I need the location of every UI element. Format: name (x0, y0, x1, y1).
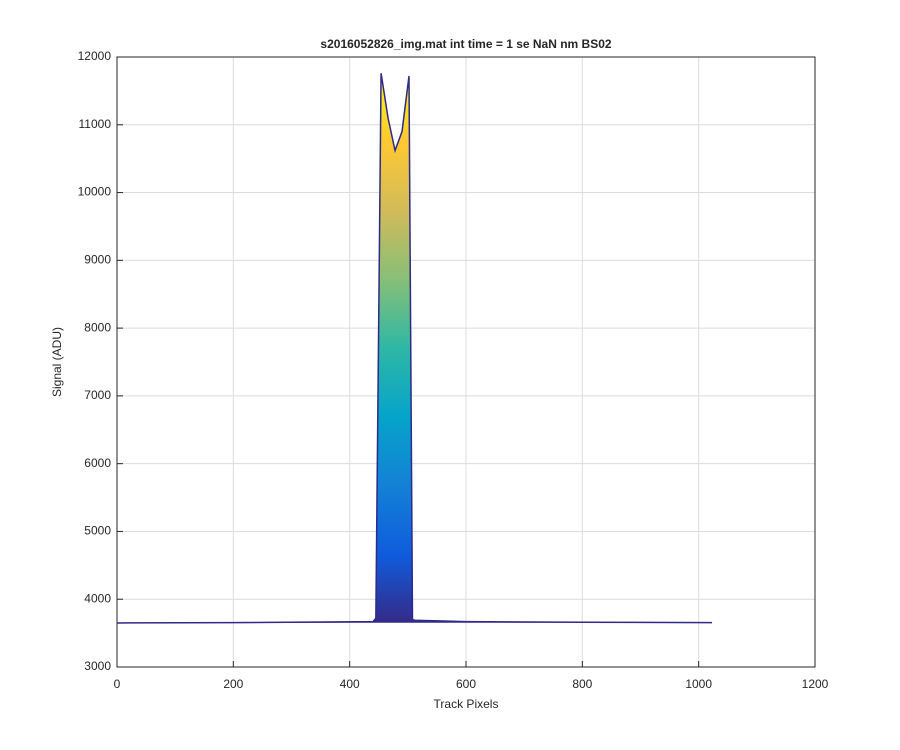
y-tick-label: 5000 (84, 524, 111, 538)
chart-title: s2016052826_img.mat int time = 1 se NaN … (320, 37, 611, 51)
y-tick-label: 8000 (84, 320, 111, 334)
x-tick-label: 600 (456, 677, 476, 691)
x-axis-label: Track Pixels (434, 697, 499, 711)
y-tick-label: 7000 (84, 388, 111, 402)
y-tick-label: 6000 (84, 456, 111, 470)
y-tick-label: 12000 (78, 49, 112, 63)
y-tick-label: 10000 (78, 185, 112, 199)
axes-box (116, 56, 816, 668)
x-tick-label: 0 (114, 677, 121, 691)
signal-line (116, 73, 713, 624)
y-tick-label: 11000 (79, 117, 112, 131)
y-tick-label: 4000 (84, 591, 111, 605)
y-tick-label: 9000 (84, 253, 111, 267)
y-tick-label: 3000 (84, 659, 111, 673)
x-tick-label: 400 (340, 677, 360, 691)
x-tick-label: 1000 (685, 677, 712, 691)
x-tick-label: 1200 (802, 677, 829, 691)
x-tick-label: 800 (572, 677, 592, 691)
y-axis-label: Signal (ADU) (50, 327, 64, 397)
x-tick-label: 200 (223, 677, 243, 691)
